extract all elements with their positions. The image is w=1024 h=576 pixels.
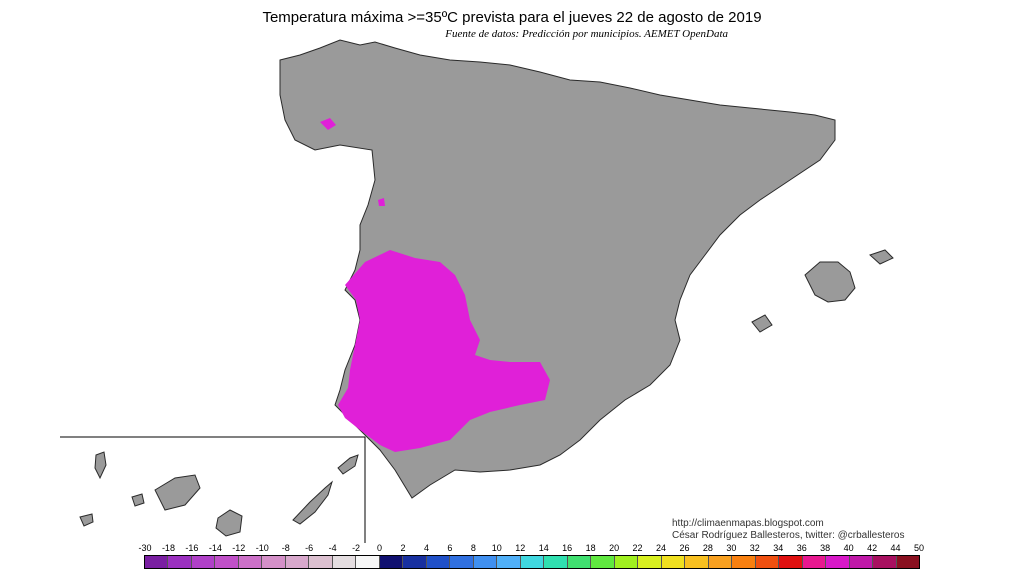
legend-swatch: [567, 556, 592, 568]
legend-swatch: [661, 556, 686, 568]
legend-swatch: [826, 556, 850, 568]
legend-swatch: [215, 556, 239, 568]
legend-label: 14: [538, 543, 549, 553]
legend-label: -12: [232, 543, 246, 553]
legend-label: 30: [726, 543, 737, 553]
ibiza-island: [751, 314, 773, 333]
credits: http://climaenmapas.blogspot.com César R…: [672, 518, 904, 542]
legend-swatch: [849, 556, 874, 568]
legend-label: 16: [562, 543, 573, 553]
legend-label: 20: [609, 543, 620, 553]
fuerteventura-island: [292, 480, 333, 525]
legend-swatch: [708, 556, 733, 568]
legend-label: 22: [632, 543, 643, 553]
legend-swatch: [755, 556, 780, 568]
legend-label: 42: [867, 543, 878, 553]
legend-labels: -30 -18 -16 -14 -12 -10 -8 -6 -4 -2 0 2 4 6 8 10 12 14 16 1…: [138, 543, 924, 555]
legend-label: 50: [913, 543, 924, 553]
legend-swatch: [168, 556, 192, 568]
legend-label: -30: [138, 543, 152, 553]
legend-label: -4: [328, 543, 337, 553]
legend-swatch: [238, 556, 263, 568]
legend-swatch: [591, 556, 615, 568]
legend-swatch: [802, 556, 827, 568]
legend-label: 38: [820, 543, 831, 553]
legend-label: 28: [702, 543, 713, 553]
legend-label: 12: [515, 543, 526, 553]
legend-swatch: [309, 556, 333, 568]
legend-swatch: [732, 556, 756, 568]
legend-label: -6: [305, 543, 314, 553]
legend-label: -14: [208, 543, 222, 553]
legend-swatch: [285, 556, 310, 568]
legend-swatch: [614, 556, 639, 568]
legend-swatch: [379, 556, 404, 568]
heat-zone-minho: [378, 198, 385, 206]
legend-swatch: [426, 556, 451, 568]
legend-swatch: [685, 556, 709, 568]
legend-label: 0: [377, 543, 383, 553]
legend-swatch: [191, 556, 216, 568]
heat-zone-southwest: [338, 250, 550, 452]
legend-swatch: [497, 556, 521, 568]
legend-label: -10: [255, 543, 269, 553]
legend-label: 26: [679, 543, 690, 553]
legend-label: 18: [585, 543, 596, 553]
la-gomera-island: [131, 493, 145, 507]
legend-swatch: [356, 556, 380, 568]
legend-swatch: [896, 556, 919, 568]
legend-swatch: [638, 556, 662, 568]
legend-label: 8: [470, 543, 476, 553]
la-palma-island: [94, 451, 107, 480]
legend-label: 44: [890, 543, 901, 553]
legend-swatch: [262, 556, 286, 568]
legend-label: 2: [400, 543, 406, 553]
legend-label: 10: [491, 543, 502, 553]
tenerife-island: [154, 474, 201, 511]
legend-swatch: [873, 556, 897, 568]
map-title: Temperatura máxima >=35ºC prevista para …: [262, 9, 762, 26]
heat-zone-galicia: [320, 118, 336, 130]
legend-swatch: [520, 556, 545, 568]
gran-canaria-island: [215, 509, 243, 537]
legend-swatch: [145, 556, 169, 568]
map-subtitle: Fuente de datos: Predicción por municipi…: [445, 28, 728, 40]
color-legend: -30 -18 -16 -14 -12 -10 -8 -6 -4 -2 0 2 4 6 8 10 12 14 16 1…: [138, 543, 924, 569]
legend-label: -18: [161, 543, 175, 553]
legend-swatch: [544, 556, 568, 568]
legend-label: 34: [773, 543, 784, 553]
mallorca-island: [804, 261, 856, 303]
legend-label: 40: [843, 543, 854, 553]
lanzarote-island: [337, 454, 359, 475]
legend-label: 6: [447, 543, 453, 553]
legend-swatch: [779, 556, 803, 568]
legend-label: -2: [352, 543, 361, 553]
legend-swatch: [403, 556, 427, 568]
menorca-island: [869, 249, 894, 265]
legend-swatch: [450, 556, 474, 568]
legend-label: 4: [423, 543, 429, 553]
legend-swatch: [473, 556, 498, 568]
legend-swatch: [332, 556, 357, 568]
legend-label: 36: [796, 543, 807, 553]
legend-label: 24: [655, 543, 666, 553]
credits-author: César Rodríguez Ballesteros, twitter: @c…: [672, 530, 905, 541]
legend-color-bar: [144, 555, 920, 569]
credits-url: http://climaenmapas.blogspot.com: [672, 518, 824, 529]
legend-label: -8: [281, 543, 290, 553]
legend-label: -16: [185, 543, 199, 553]
legend-label: 32: [749, 543, 760, 553]
canary-inset-frame: [60, 436, 366, 543]
el-hierro-island: [79, 513, 94, 527]
